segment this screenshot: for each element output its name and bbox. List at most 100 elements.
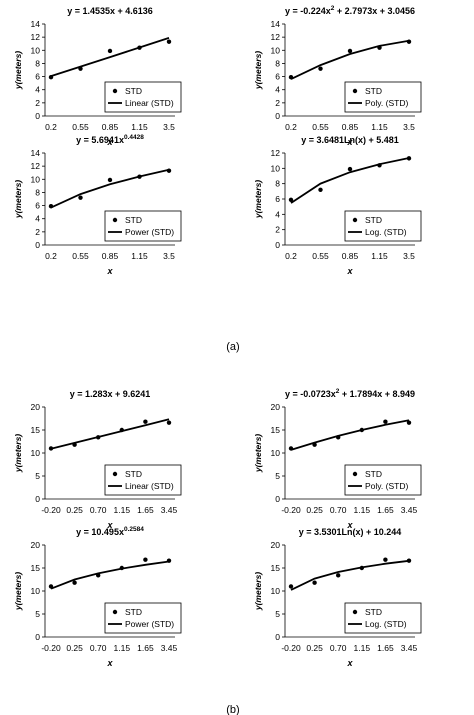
legend-box [344,464,422,496]
y-tick-label: 2 [35,227,40,237]
x-tick-label: 1.65 [137,505,154,515]
y-tick-label: 0 [275,494,280,504]
data-point [48,75,54,80]
chart-1: y = 1.4535x + 4.6136 0 2 4 6 8 10 12 14 0.2 0.55 0.… [13,6,182,147]
chart-title: y = 3.5301Ln(x) + 10.244 [299,527,402,537]
y-tick-label: 20 [31,540,41,550]
legend-label-trend: Power (STD) [125,227,174,237]
x-tick-label: 1.65 [377,505,394,515]
y-tick-label: 5 [35,609,40,619]
x-tick-label: 0.25 [306,505,323,515]
x-tick-label: 1.15 [354,643,371,653]
y-axis-title: y(meters) [13,434,23,473]
data-point [48,446,54,451]
legend-box [104,464,182,496]
data-point [119,427,125,433]
y-tick-label: 10 [31,174,41,184]
data-point [318,66,323,71]
charts-layer: y = 1.4535x + 4.6136 0 2 4 6 8 10 12 14 0.2 0.55 0.… [13,5,422,668]
legend-label-trend: Log. (STD) [365,227,407,237]
x-tick-label: 0.70 [90,643,107,653]
x-axis-title: x [346,137,353,147]
data-point [377,163,382,168]
y-tick-label: 5 [275,609,280,619]
x-tick-label: 3.5 [163,122,175,132]
x-tick-label: 0.25 [306,643,323,653]
x-tick-label: 0.2 [285,251,297,261]
y-tick-label: 4 [35,214,40,224]
x-tick-label: 1.15 [354,505,371,515]
x-tick-label: 3.45 [401,643,418,653]
data-point [72,580,77,585]
x-tick-label: 1.15 [371,251,388,261]
y-tick-label: 12 [31,32,41,42]
y-tick-label: 12 [271,32,281,42]
legend-label-points: STD [125,469,142,479]
x-tick-label: 3.45 [161,643,178,653]
y-tick-label: 0 [275,632,280,642]
legend-label-points: STD [365,607,382,617]
x-axis-title: x [346,520,353,530]
y-tick-label: 0 [275,111,280,121]
legend-label-points: STD [365,86,382,96]
legend-label-trend: Log. (STD) [365,619,407,629]
panel-label-a: (a) [226,341,239,353]
data-point [406,156,412,161]
y-axis-title: y(meters) [253,572,263,611]
data-point [166,558,172,563]
data-point [119,565,125,571]
y-tick-label: 0 [35,632,40,642]
y-tick-label: 10 [271,586,281,596]
x-tick-label: 1.15 [131,251,148,261]
y-tick-label: 14 [271,19,281,29]
data-point [78,195,83,200]
x-tick-label: 1.15 [114,643,131,653]
trend-line [290,157,410,204]
y-tick-label: 4 [35,85,40,95]
y-tick-label: 6 [275,72,280,82]
y-tick-label: 0 [35,494,40,504]
data-point [107,177,113,183]
y-tick-label: 10 [271,45,281,55]
y-tick-label: 12 [31,161,41,171]
x-axis-title: x [106,266,113,276]
y-tick-label: 10 [31,586,41,596]
chart-title: y = 3.6481Ln(x) + 5.481 [301,135,399,145]
data-point [96,435,101,440]
chart-4: y = 3.6481Ln(x) + 5.481 0 2 4 6 8 10 12 0.2 0.55 0… [253,135,422,276]
legend-label-points: STD [125,607,142,617]
trend-line [290,559,410,591]
chart-title: y = 1.4535x + 4.6136 [67,6,153,16]
data-point [359,427,364,433]
legend-label-trend: Power (STD) [125,619,174,629]
data-point [143,419,148,424]
y-tick-label: 2 [275,98,280,108]
x-tick-label: 1.15 [114,505,131,515]
y-tick-label: 5 [35,471,40,481]
y-tick-label: 20 [271,540,281,550]
y-tick-label: 2 [35,98,40,108]
y-tick-label: 6 [35,201,40,211]
x-tick-label: 0.55 [72,122,89,132]
data-point [288,584,294,589]
data-point [312,580,317,585]
y-tick-label: 8 [35,58,40,68]
x-tick-label: 1.15 [131,122,148,132]
data-point [359,565,364,571]
y-tick-label: 0 [275,240,280,250]
y-tick-label: 10 [271,163,281,173]
x-tick-label: -0.20 [281,505,301,515]
y-tick-label: 0 [35,111,40,121]
x-tick-label: 0.85 [342,122,359,132]
x-tick-label: -0.20 [281,643,301,653]
y-tick-label: 10 [271,448,281,458]
chart-title: y = 10.495x0.2584 [76,526,144,537]
x-tick-label: 0.55 [72,251,89,261]
data-point [383,557,388,562]
legend-marker-points [352,88,358,94]
y-axis-title: y(meters) [253,434,263,473]
x-tick-label: 0.55 [312,122,329,132]
x-tick-label: 0.85 [102,122,119,132]
legend-marker-points [112,471,118,477]
y-tick-label: 8 [35,187,40,197]
